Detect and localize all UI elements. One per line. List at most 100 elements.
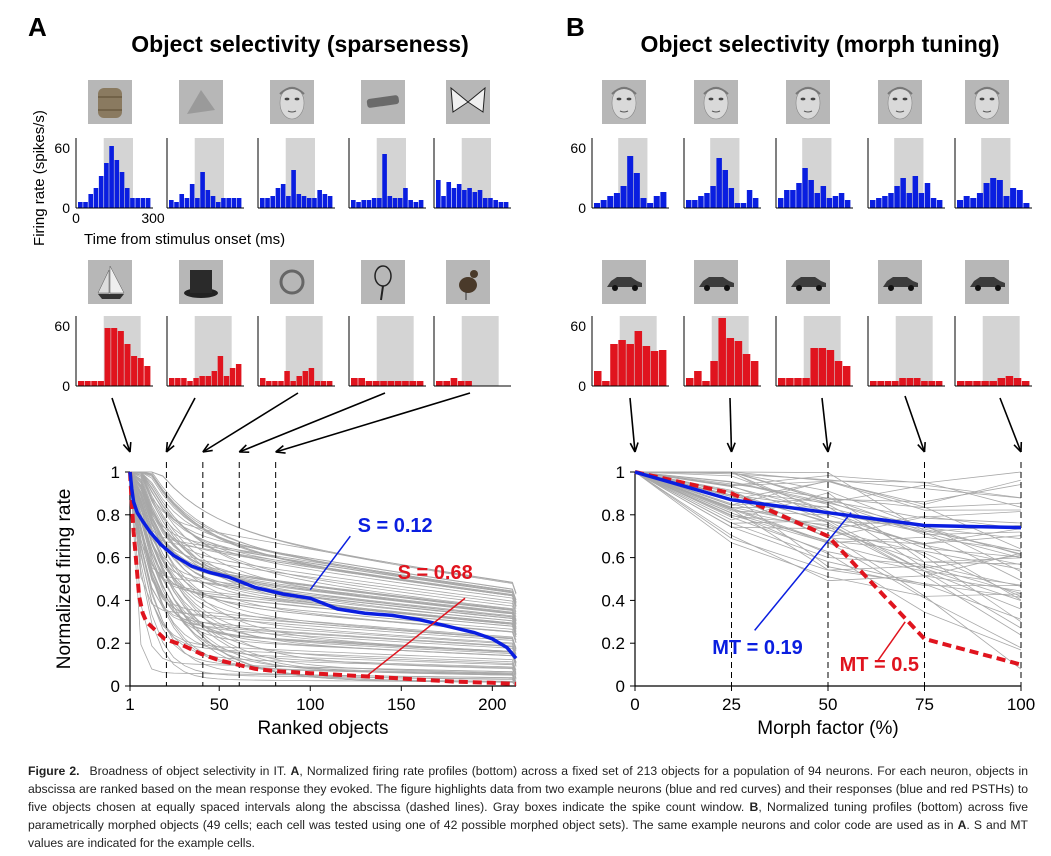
psth-bar — [78, 381, 85, 386]
panel-b-letter: B — [566, 12, 585, 42]
eye-left — [708, 97, 714, 101]
psth-bar — [928, 381, 936, 386]
pointer-arrow-line — [111, 397, 131, 453]
psth-bar — [620, 186, 627, 208]
eye-left — [979, 97, 985, 101]
y-tick-label: 0.6 — [96, 549, 120, 568]
psth-bar — [906, 378, 914, 386]
face-morph-4 — [878, 80, 922, 124]
caption-part: , Normalized firing rate profiles (botto… — [28, 764, 1028, 814]
psth-bar — [135, 198, 140, 208]
pointer-arrow-head — [165, 441, 175, 453]
population-curve — [129, 471, 517, 685]
y-tick-label: 0 — [616, 677, 625, 696]
psth-bar — [832, 196, 839, 208]
psth-bar — [647, 203, 654, 208]
psth-bar — [726, 338, 735, 386]
psth-bar — [794, 378, 802, 386]
psth-bar — [935, 381, 943, 386]
red-callout-line — [877, 621, 906, 661]
y-tick-label: 1 — [616, 463, 625, 482]
psth-bar — [1023, 203, 1030, 208]
population-curve — [129, 471, 517, 660]
car-morph-2 — [694, 260, 738, 304]
car-body — [699, 277, 734, 287]
pointer-arrow-line — [729, 397, 733, 453]
x-tick-label: 1 — [125, 695, 134, 714]
eye-left — [284, 97, 290, 101]
psth-bar — [930, 198, 937, 208]
population-curve — [129, 471, 517, 664]
psth — [683, 316, 761, 387]
pointer-arrow-line — [238, 392, 386, 453]
psth-bar — [441, 196, 446, 208]
psth-bar — [104, 163, 109, 208]
psth-bar — [413, 202, 419, 208]
psth-bar — [734, 341, 743, 386]
psth-bar — [742, 354, 751, 386]
population-curve — [129, 471, 517, 603]
x-axis-label: Morph factor (%) — [757, 718, 898, 739]
psth-ytick-label: 60 — [54, 318, 70, 334]
psth-bar — [226, 198, 231, 208]
psth-bar — [296, 194, 302, 208]
hair — [887, 87, 913, 95]
population-curve — [129, 471, 517, 683]
population-curve — [129, 471, 517, 649]
psth-bar — [436, 381, 443, 386]
psth-bar — [114, 160, 120, 208]
psth-bar — [842, 366, 851, 386]
psth-bar — [193, 378, 199, 386]
psth-bar — [983, 183, 990, 208]
car-morph-4 — [878, 260, 922, 304]
psth-bar — [119, 172, 125, 208]
psth-bar — [810, 348, 818, 386]
y-tick-label: 0.2 — [601, 634, 625, 653]
barrel-shape — [98, 88, 122, 118]
hair — [703, 87, 729, 95]
wheel — [816, 285, 822, 291]
psth-bar — [746, 190, 753, 208]
spike-count-window — [982, 316, 1020, 386]
psth-bar — [838, 193, 845, 208]
population-curve — [129, 471, 517, 680]
eye-left — [616, 97, 622, 101]
psth-ytick-label: 60 — [570, 318, 586, 334]
psth: 60 0 — [54, 316, 153, 394]
blue-series-line — [634, 470, 1022, 530]
hair — [279, 87, 305, 95]
psth-bar — [189, 184, 195, 208]
psth-yzero-label: 0 — [578, 200, 586, 216]
psth-bar — [884, 381, 892, 386]
tuba-shape — [279, 269, 305, 295]
psth-bar — [618, 340, 626, 386]
population-curve — [634, 471, 1022, 572]
psth-bar — [436, 180, 441, 208]
pointer-arrow-line — [629, 397, 636, 453]
psth-bar — [876, 198, 882, 208]
psth-bar — [503, 202, 509, 208]
population-curve — [130, 471, 517, 604]
eye-right — [989, 97, 995, 101]
psth-bar — [734, 203, 741, 208]
psth-bar — [488, 198, 493, 208]
psth-bar — [93, 188, 99, 208]
psth-bar — [997, 378, 1006, 386]
psth-bar — [786, 378, 794, 386]
psth-bar — [260, 378, 266, 386]
car-morph-3 — [786, 260, 830, 304]
psth-bar — [796, 183, 802, 208]
tube-image — [361, 80, 405, 124]
psth — [166, 316, 244, 387]
psth-bar — [356, 202, 361, 208]
psth-xtick-end: 300 — [141, 210, 165, 226]
car-morph-1 — [602, 260, 646, 304]
red-series-label: MT = 0.5 — [840, 654, 919, 676]
psth-bar — [462, 190, 467, 208]
y-tick-label: 0 — [111, 677, 120, 696]
psth-bar — [642, 346, 651, 386]
population-curve — [130, 471, 517, 595]
psth-bar — [973, 381, 981, 386]
psth-bar — [306, 198, 312, 208]
x-axis-label: Ranked objects — [258, 718, 389, 739]
